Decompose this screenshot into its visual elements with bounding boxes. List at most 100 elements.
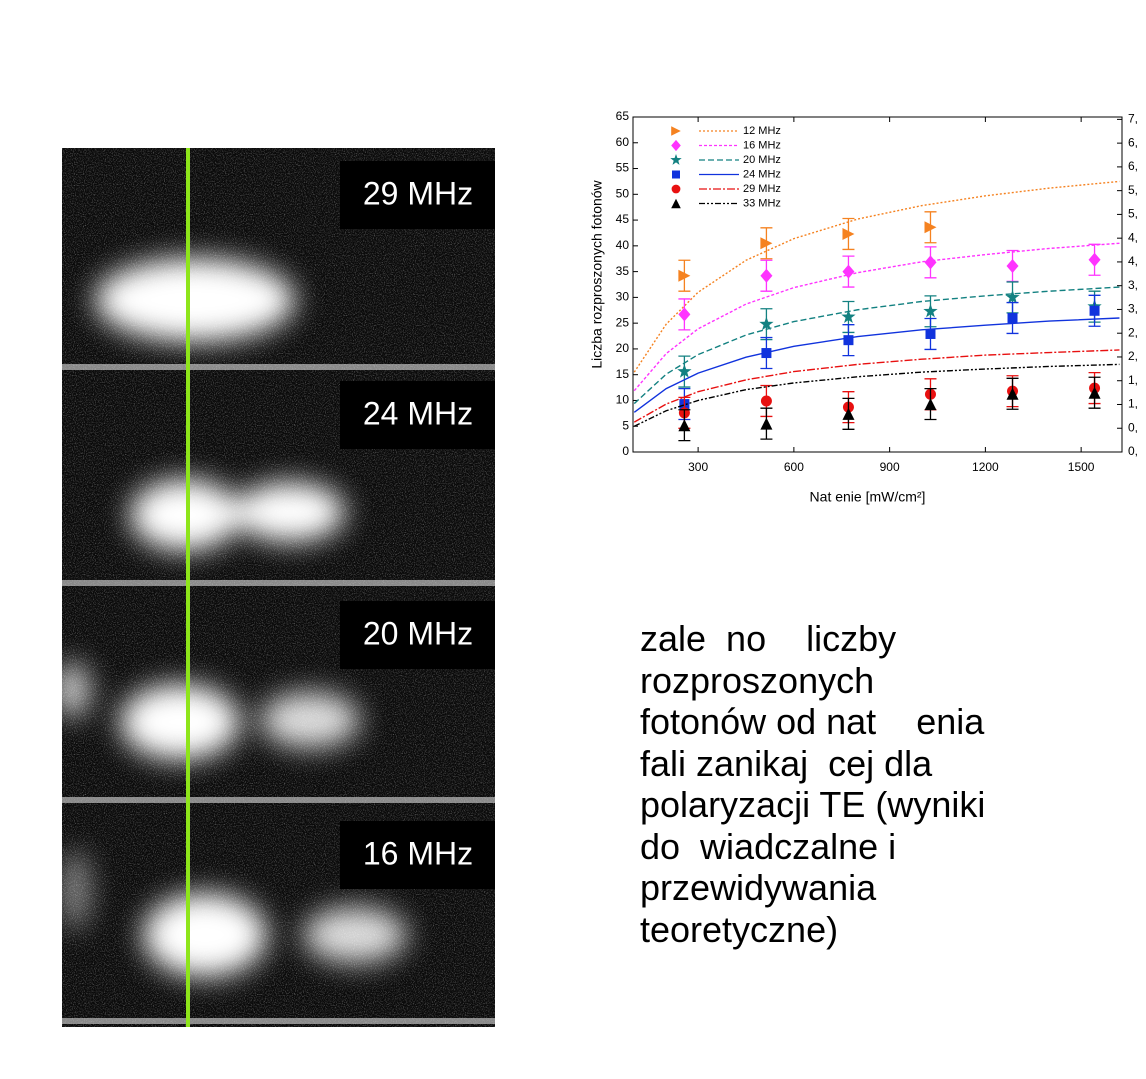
y-axis-label: Liczba rozproszonych fotonów [589,179,605,368]
y2-tick-label: 2, [1128,325,1138,339]
y2-tick-label: 5, [1128,207,1138,221]
y-tick-label: 0 [622,444,629,458]
caption-line: polaryzacji TE (wyniki [640,784,986,825]
marker [1088,252,1101,267]
y2-tick-label: 4, [1128,254,1138,268]
y2-tick-label: 0, [1128,420,1138,434]
marker [1089,305,1100,316]
caption: zale no liczby rozproszonych fotonów od na… [640,618,985,950]
y-tick-label: 65 [616,109,630,123]
marker [671,184,681,194]
caption-line: rozproszonych [640,659,875,701]
marker [760,417,773,430]
x-tick-label: 900 [880,460,900,474]
legend-label: 24 MHz [743,168,781,180]
y2-tick-label: 3, [1128,278,1138,292]
caption-line: fali zanikaj cej dla [640,742,933,784]
y2-tick-label: 1, [1128,373,1138,387]
marker [671,139,681,152]
caption-line: zale no liczby [640,618,897,659]
legend-label: 16 MHz [743,139,781,151]
y2-tick-label: 0, [1128,444,1138,458]
y-tick-label: 25 [616,315,630,329]
legend-label: 20 MHz [743,154,781,166]
y-tick-label: 35 [616,264,630,278]
y2-tick-label: 7, [1128,112,1138,126]
marker [843,335,854,346]
fit-curve [633,349,1120,423]
x-axis-label: Nat enie [mW/cm²] [810,489,926,505]
fit-curve [633,286,1120,405]
panel-label: 20 MHz [363,615,473,651]
chart: 0 5 10 15 20 25 30 35 40 45 50 55 60 65 0, 0, 1, 1, 2, 2, 3,… [589,109,1138,505]
caption-line: fotonów od nat enia [640,701,985,742]
y-tick-label: 15 [616,367,630,381]
marker [1005,289,1020,304]
marker [841,309,856,324]
fit-curve [633,242,1120,392]
x-tick-label: 600 [784,460,804,474]
marker [677,364,692,378]
y2-tick-label: 2, [1128,349,1138,363]
marker [759,316,774,331]
x-tick-label: 1500 [1068,460,1095,474]
y2-tick-label: 3, [1128,302,1138,316]
marker [924,221,937,234]
marker [760,395,772,407]
caption-line: przewidywania [640,867,877,908]
camera-images [62,148,495,1027]
y-tick-label: 60 [616,135,630,149]
marker [923,303,938,318]
marker [1006,258,1019,273]
plot-frame [632,116,1123,453]
fit-curve [633,180,1120,373]
legend-label: 29 MHz [743,183,781,195]
fit-curve [633,363,1120,427]
y-tick-label: 5 [622,418,629,432]
panel-label: 24 MHz [363,395,473,431]
legend-label: 12 MHz [743,125,781,137]
y-tick-label: 30 [616,290,630,304]
marker [761,348,772,359]
marker [672,170,680,179]
y2-tick-label: 5, [1128,183,1138,197]
fit-curve [633,317,1120,413]
label-box [340,161,495,229]
panel-label: 16 MHz [363,835,473,871]
marker [678,419,691,432]
y2-tick-label: 6, [1128,135,1138,149]
marker [924,398,937,411]
y2-tick-label: 4, [1128,230,1138,244]
y-tick-label: 10 [616,393,630,407]
marker [924,255,937,270]
marker [842,264,855,279]
marker [1007,313,1018,323]
legend-label: 33 MHz [743,197,781,209]
label-box [340,601,495,669]
y2-tick-label: 1, [1128,397,1138,411]
marker [842,407,855,420]
marker [842,227,855,240]
x-tick-label: 1200 [972,460,999,474]
label-box [340,381,495,449]
caption-line: do wiadczalne i [640,825,897,867]
y-tick-label: 20 [616,341,630,355]
marker [678,269,691,282]
y-tick-label: 40 [616,238,630,252]
y2-tick-label: 6, [1128,159,1138,173]
y-tick-label: 55 [616,161,630,175]
marker [678,307,691,322]
marker [671,198,681,209]
x-tick-label: 300 [688,460,708,474]
marker [925,328,936,339]
marker [1088,386,1101,399]
panel-label: 29 MHz [363,175,473,211]
caption-line: teoretyczne) [640,908,839,950]
label-box [340,821,495,889]
marker [671,126,681,136]
marker [760,237,773,250]
marker [760,268,773,283]
marker [1006,387,1019,400]
